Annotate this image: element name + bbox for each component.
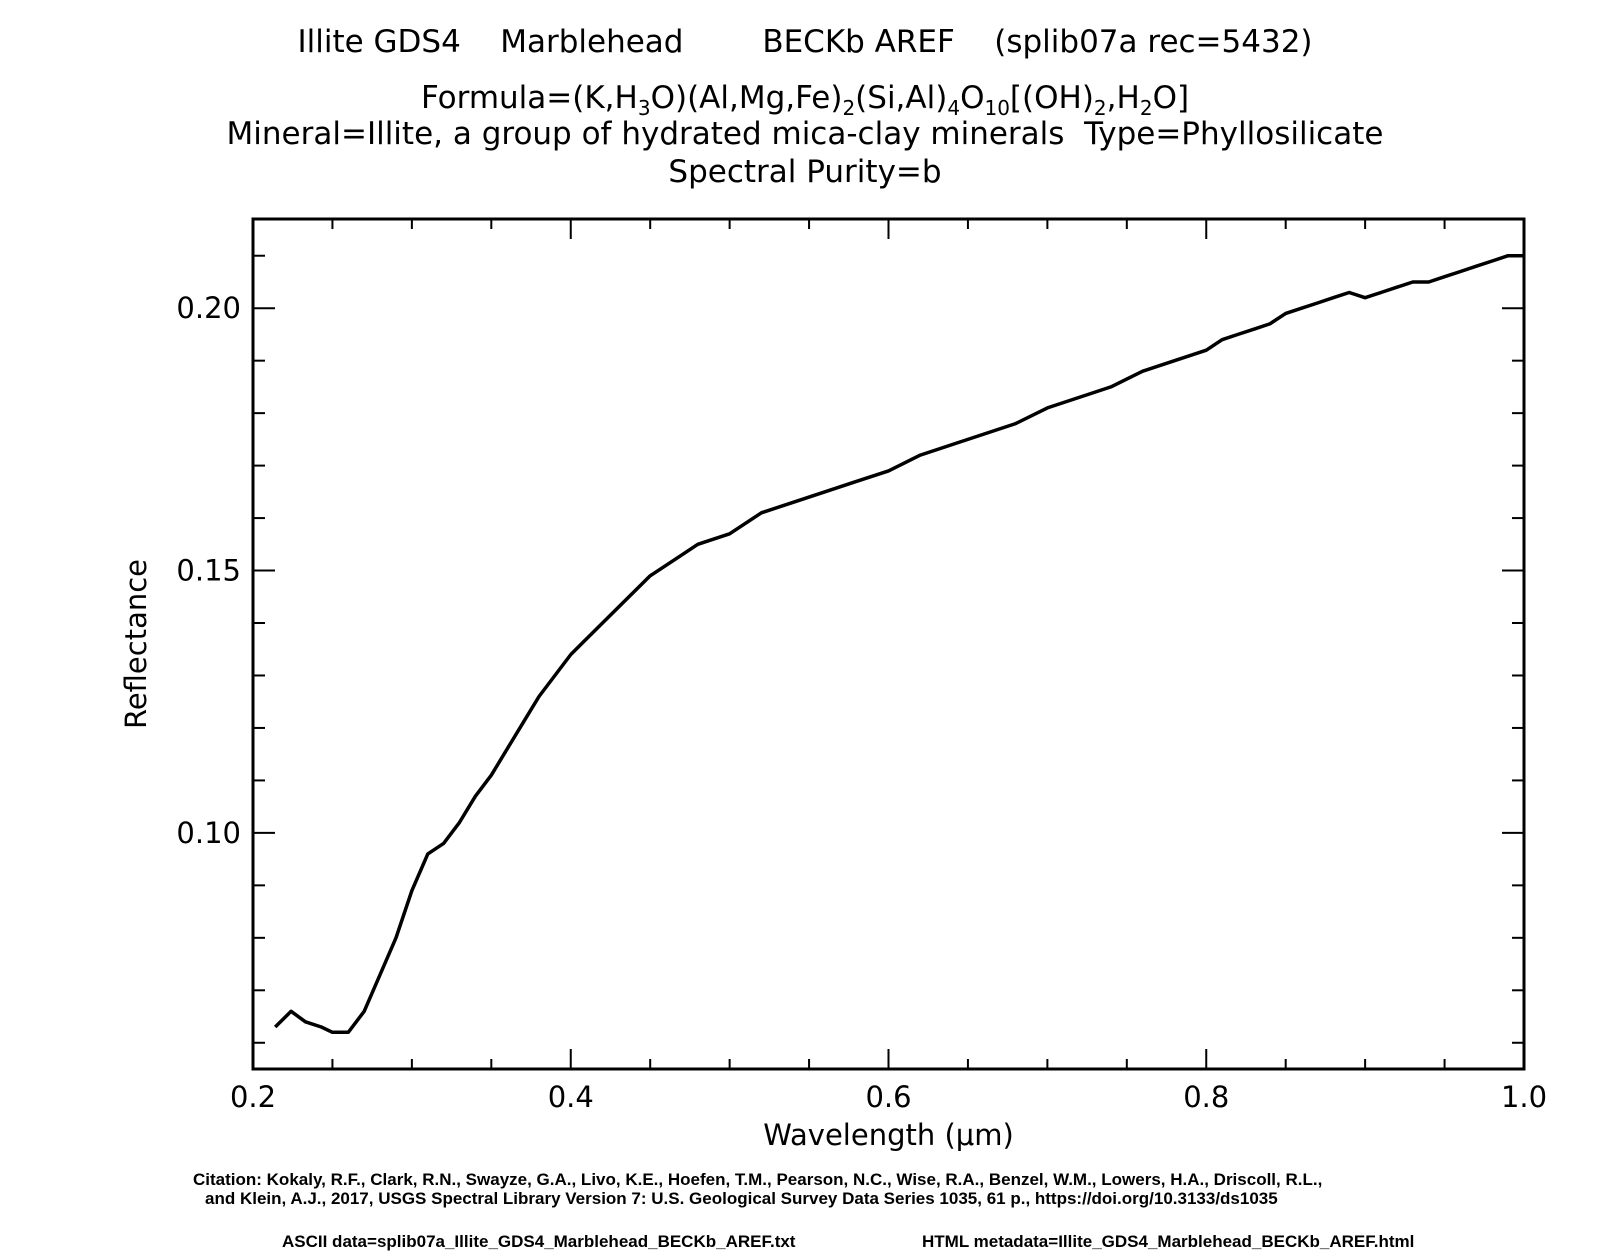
formula-sub-1: 3 (637, 96, 651, 121)
formula-part-10: ,H (1106, 80, 1140, 116)
x-tick-label: 1.0 (1501, 1080, 1547, 1114)
chart-title: Illite GDS4 Marblehead BECKb AREF (splib… (297, 24, 1313, 60)
html-metadata-filename: HTML metadata=Illite_GDS4_Marblehead_BEC… (922, 1232, 1415, 1251)
x-axis-label: Wavelength (μm) (763, 1118, 1014, 1152)
formula-sub-4: 10 (984, 96, 1010, 121)
formula-part-2: O)(Al,Mg,Fe) (650, 80, 843, 116)
x-tick-label: 0.8 (1183, 1080, 1229, 1114)
formula-sub-3: 4 (947, 96, 961, 121)
reflectance-series-line (273, 253, 1524, 1035)
formula-sub-6: 2 (1139, 96, 1153, 121)
plot-frame (251, 217, 1526, 1071)
formula-sub-5: 2 (1093, 96, 1107, 121)
y-tick-label: 0.10 (176, 816, 241, 850)
y-tick-label: 0.15 (176, 554, 241, 588)
x-tick-label: 0.2 (230, 1080, 276, 1114)
mineral-line: Mineral=Illite, a group of hydrated mica… (226, 116, 1384, 152)
formula-prefix: Formula=(K,H (420, 80, 638, 116)
x-tick-label: 0.6 (865, 1080, 911, 1114)
formula-line: Formula=(K,H3O)(Al,Mg,Fe)2(Si,Al)4O10[(O… (0, 80, 1610, 126)
formula-part-8: [(OH) (1009, 80, 1094, 116)
formula-sub-2: 2 (842, 96, 856, 121)
citation-line-1: Citation: Kokaly, R.F., Clark, R.N., Swa… (193, 1170, 1323, 1189)
ascii-data-filename: ASCII data=splib07a_Illite_GDS4_Marblehe… (282, 1232, 796, 1251)
x-tick-label: 0.4 (548, 1080, 594, 1114)
formula-part-4: (Si,Al) (855, 80, 948, 116)
citation-line-2: and Klein, A.J., 2017, USGS Spectral Lib… (205, 1189, 1278, 1208)
purity-line: Spectral Purity=b (668, 154, 942, 190)
formula-part-6: O (960, 80, 985, 116)
y-tick-label: 0.20 (176, 291, 241, 325)
y-axis-label: Reflectance (119, 559, 153, 729)
formula-part-12: O] (1152, 80, 1190, 116)
